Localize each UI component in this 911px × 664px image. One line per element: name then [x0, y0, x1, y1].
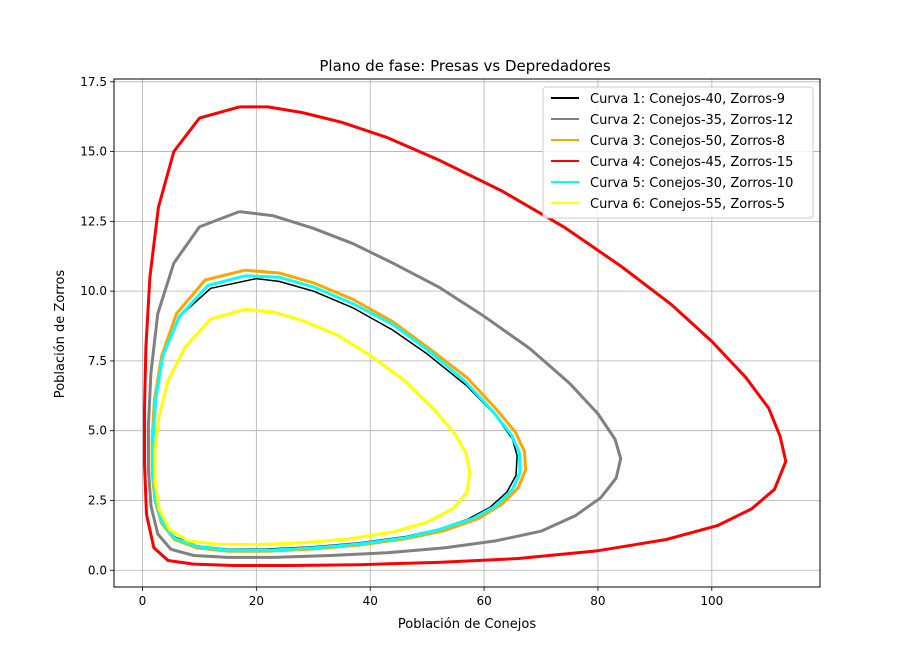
x-tick-label: 60	[476, 594, 491, 608]
legend-label-curva-6: Curva 6: Conejos-55, Zorros-5	[590, 197, 785, 212]
series-line-curva-2	[146, 210, 623, 559]
legend-label-curva-3: Curva 3: Conejos-50, Zorros-8	[590, 134, 785, 149]
series-line-curva-4	[143, 105, 788, 567]
plot-frame	[113, 78, 821, 588]
ticks: 0 20 40 60 80 100 0.0 2.5 5.0 7.5 10.0 12.5 15.0 17.5	[80, 75, 723, 608]
legend-label-curva-1: Curva 1: Conejos-40, Zorros-9	[590, 92, 785, 107]
chart-title: Plano de fase: Presas vs Depredadores	[319, 57, 610, 75]
y-tick-label: 12.5	[80, 214, 107, 228]
grid	[114, 79, 820, 587]
y-axis-label: Población de Zorros	[53, 270, 68, 399]
x-tick-label: 100	[700, 594, 723, 608]
y-tick-label: 2.5	[88, 493, 107, 507]
series-line-curva-5	[151, 274, 522, 552]
y-tick-label: 10.0	[80, 284, 107, 298]
y-tick-label: 0.0	[88, 563, 107, 577]
legend-label-curva-4: Curva 4: Conejos-45, Zorros-15	[590, 155, 793, 170]
x-tick-label: 20	[249, 594, 264, 608]
x-tick-label: 80	[590, 594, 605, 608]
x-axis-label: Población de Conejos	[398, 617, 536, 632]
y-tick-label: 5.0	[88, 424, 107, 438]
legend-label-curva-2: Curva 2: Conejos-35, Zorros-12	[590, 113, 793, 128]
x-tick-label: 0	[139, 594, 147, 608]
series-line-curva-6	[153, 307, 472, 547]
legend-box	[542, 86, 814, 219]
y-tick-label: 7.5	[88, 354, 107, 368]
legend-label-curva-5: Curva 5: Conejos-30, Zorros-10	[590, 176, 793, 191]
series-layer	[143, 105, 788, 567]
y-tick-label: 17.5	[80, 75, 107, 89]
y-tick-label: 15.0	[80, 145, 107, 159]
legend: Curva 1: Conejos-40, Zorros-9 Curva 2: Co…	[542, 86, 814, 219]
x-tick-label: 40	[363, 594, 378, 608]
